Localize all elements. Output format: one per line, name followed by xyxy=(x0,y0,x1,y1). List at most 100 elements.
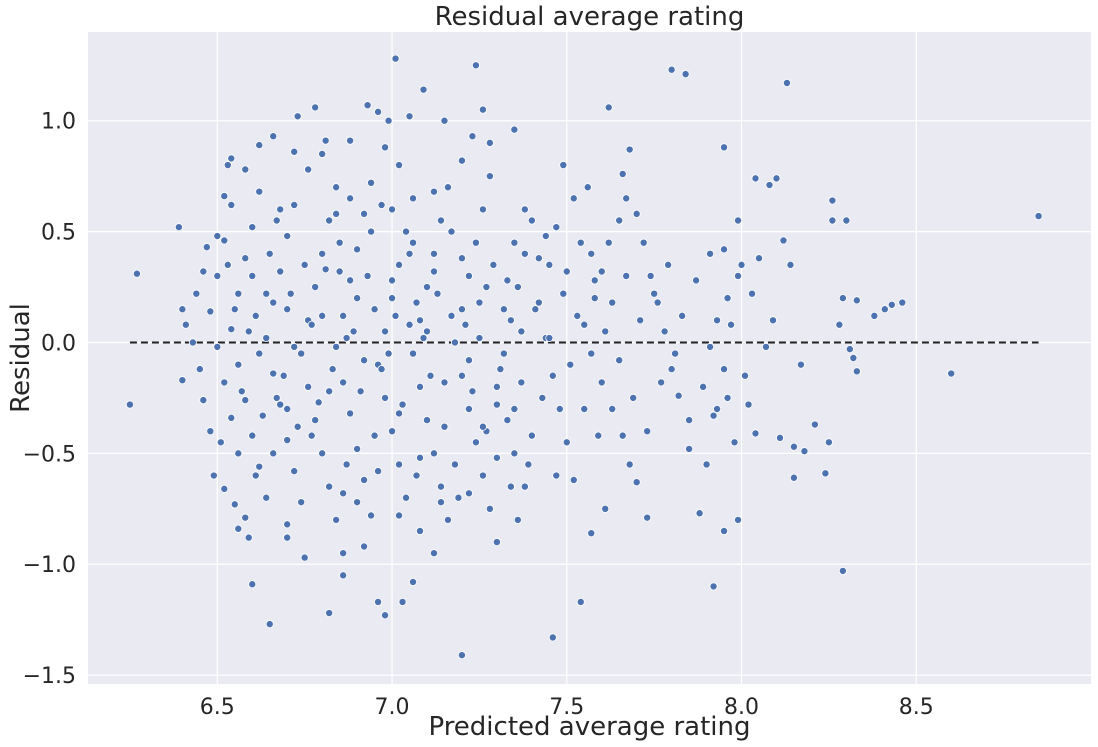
data-point xyxy=(269,132,278,141)
data-point xyxy=(464,405,473,414)
data-point xyxy=(692,276,701,285)
data-point xyxy=(416,316,425,325)
data-point xyxy=(202,243,211,252)
data-point xyxy=(545,334,554,343)
data-point xyxy=(737,260,746,269)
data-point xyxy=(527,216,536,225)
data-point xyxy=(496,365,505,374)
data-point xyxy=(377,365,386,374)
data-point xyxy=(199,267,208,276)
data-point xyxy=(880,305,889,314)
data-point xyxy=(216,438,225,447)
y-tick-label: −1.0 xyxy=(23,553,76,578)
data-point xyxy=(374,107,383,116)
data-point xyxy=(510,405,519,414)
data-point xyxy=(464,489,473,498)
data-point xyxy=(370,305,379,314)
data-point xyxy=(643,513,652,522)
data-point xyxy=(314,398,323,407)
data-point xyxy=(664,260,673,269)
data-point xyxy=(244,533,253,542)
data-point xyxy=(290,200,299,209)
data-point xyxy=(363,271,372,280)
data-point xyxy=(639,238,648,247)
data-point xyxy=(751,174,760,183)
y-tick-label: 1.0 xyxy=(41,110,76,135)
x-tick-label: 8.5 xyxy=(899,695,934,720)
data-point xyxy=(367,178,376,187)
data-point xyxy=(416,382,425,391)
data-point xyxy=(440,378,449,387)
data-point xyxy=(391,54,400,63)
data-point xyxy=(398,400,407,409)
data-point xyxy=(332,209,341,218)
data-point xyxy=(471,238,480,247)
data-point xyxy=(241,254,250,263)
data-point xyxy=(325,609,334,618)
data-point xyxy=(318,311,327,320)
data-point xyxy=(685,416,694,425)
data-point xyxy=(395,409,404,418)
data-point xyxy=(789,442,798,451)
data-point xyxy=(534,254,543,263)
data-point xyxy=(608,298,617,307)
data-point xyxy=(468,387,477,396)
data-point xyxy=(625,145,634,154)
data-point xyxy=(339,571,348,580)
data-point xyxy=(898,298,907,307)
data-point xyxy=(409,194,418,203)
data-point xyxy=(286,289,295,298)
data-point xyxy=(181,320,190,329)
data-point xyxy=(328,365,337,374)
data-point xyxy=(706,342,715,351)
data-point xyxy=(416,453,425,462)
data-point xyxy=(132,269,141,278)
data-point xyxy=(618,169,627,178)
data-point xyxy=(230,305,239,314)
data-point xyxy=(489,260,498,269)
data-point xyxy=(779,236,788,245)
data-point xyxy=(422,327,431,336)
data-point xyxy=(248,580,257,589)
data-point xyxy=(318,149,327,158)
data-point xyxy=(510,125,519,134)
data-point xyxy=(440,116,449,125)
data-point xyxy=(381,393,390,402)
data-point xyxy=(559,161,568,170)
data-point xyxy=(678,311,687,320)
data-point xyxy=(734,216,743,225)
data-point xyxy=(734,271,743,280)
data-point xyxy=(429,249,438,258)
data-point xyxy=(419,334,428,343)
data-point xyxy=(590,294,599,303)
chart-title: Residual average rating xyxy=(435,2,745,32)
data-point xyxy=(513,283,522,292)
data-point xyxy=(625,460,634,469)
data-point xyxy=(335,267,344,276)
data-point xyxy=(761,342,770,351)
data-point xyxy=(342,334,351,343)
data-point xyxy=(699,382,708,391)
data-point xyxy=(223,161,232,170)
data-point xyxy=(227,325,236,334)
data-point xyxy=(541,232,550,241)
data-point xyxy=(660,327,669,336)
data-point xyxy=(485,172,494,181)
data-point xyxy=(513,515,522,524)
data-point xyxy=(457,305,466,314)
data-point xyxy=(566,360,575,369)
data-point xyxy=(842,216,851,225)
data-point xyxy=(723,294,732,303)
x-tick-labels: 6.5 7.0 7.5 8.0 8.5 xyxy=(200,695,934,720)
data-point xyxy=(601,327,610,336)
data-point xyxy=(388,427,397,436)
data-point xyxy=(269,449,278,458)
data-point xyxy=(311,103,320,112)
data-point xyxy=(374,597,383,606)
data-point xyxy=(478,471,487,480)
data-point xyxy=(695,509,704,518)
data-point xyxy=(478,105,487,114)
data-point xyxy=(440,422,449,431)
data-point xyxy=(374,467,383,476)
data-point xyxy=(821,469,830,478)
